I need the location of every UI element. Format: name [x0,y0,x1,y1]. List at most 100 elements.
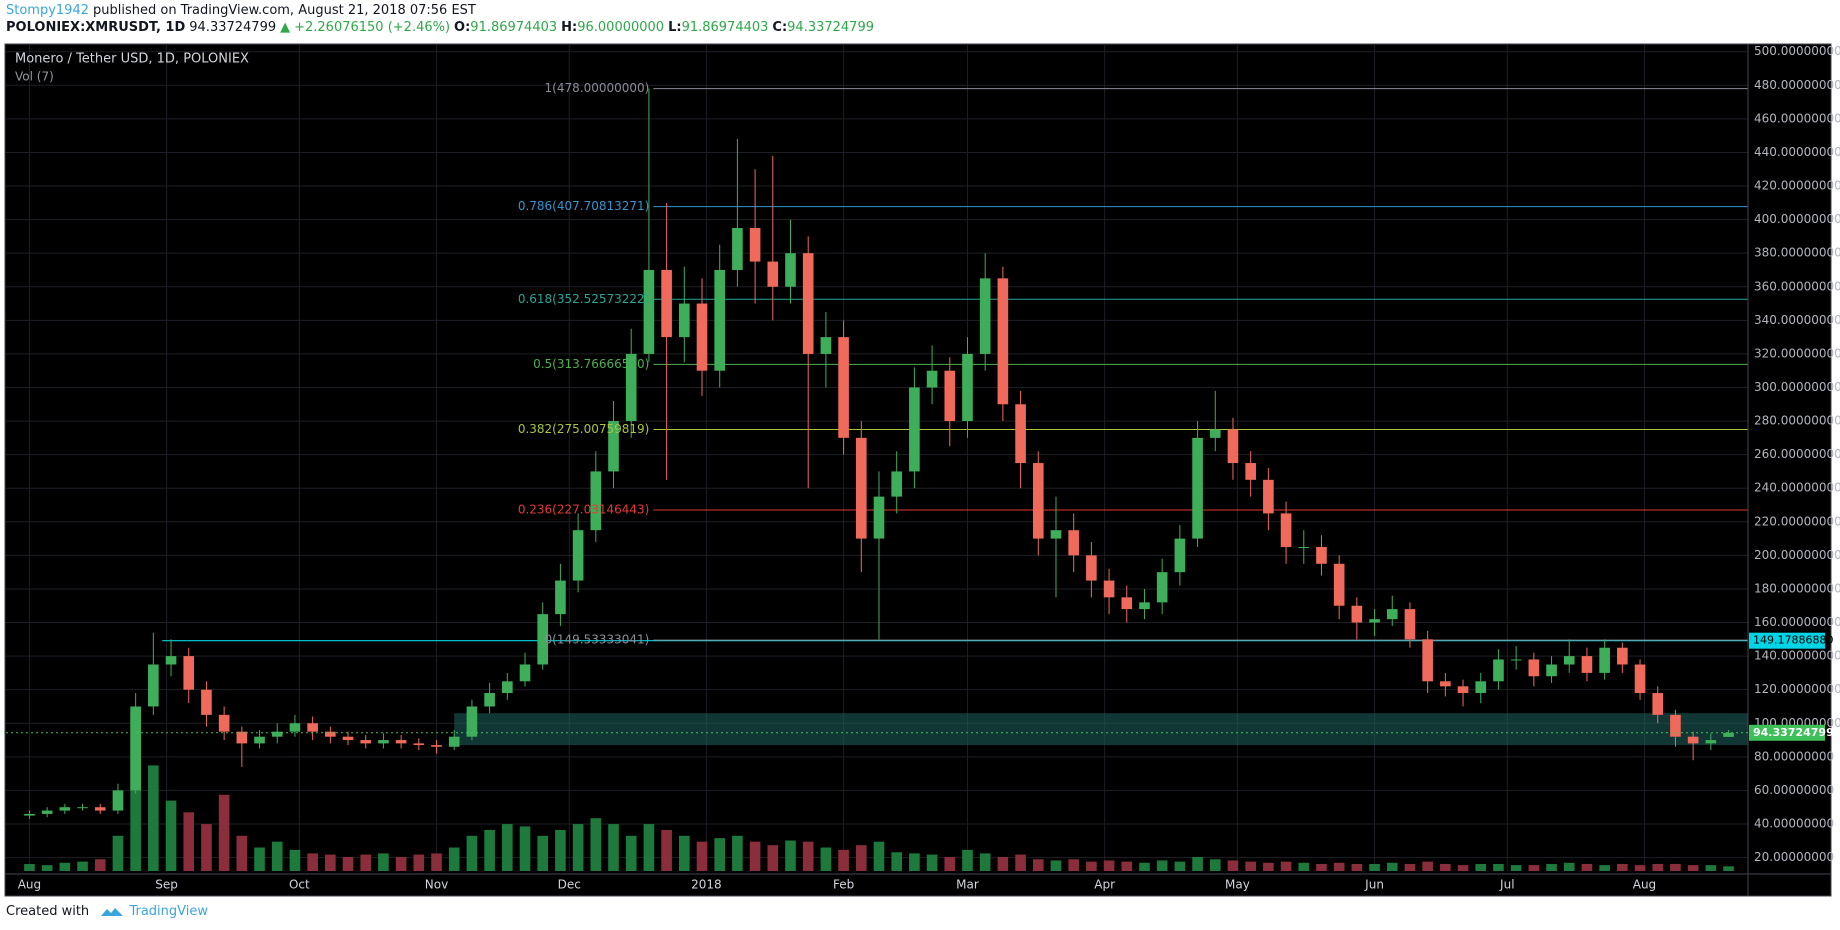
candle-body [820,337,832,354]
candle-body [130,706,141,791]
volume-bar [236,835,248,871]
volume-bar [855,845,867,871]
candle-body [1032,463,1044,539]
candle-body [1351,605,1363,623]
chart: Monero / Tether USD, 1D, POLONIEX Vol (7… [4,43,1840,897]
candle-body [1263,479,1274,514]
volume-bar [1209,859,1221,871]
y-tick-label: 240.00000000 [1754,481,1840,495]
candle-body [236,731,248,744]
y-tick-label: 320.00000000 [1754,346,1840,360]
footer: Created with TradingView [6,904,208,919]
candle-body [608,421,619,472]
candle-body [24,813,35,816]
volume-bar [183,812,195,871]
x-tick-label: Apr [1094,878,1115,892]
candle-body [1156,572,1168,603]
volume-bar [979,853,991,871]
volume-bar [431,853,442,871]
candle-body [1634,664,1646,694]
volume-bar [555,829,566,871]
candle-body [909,387,920,472]
c: 94.33724799 [787,20,874,35]
volume-bar [1298,862,1310,871]
brand[interactable]: TradingView [129,904,208,919]
y-tick-label: 380.00000000 [1754,246,1840,260]
y-tick-label: 500.00000000 [1754,44,1840,58]
candle-body [1227,429,1239,464]
candle-body [378,740,389,744]
volume-bar [1050,860,1062,871]
candle-body [1192,437,1203,539]
author[interactable]: Stompy1942 [6,3,89,18]
x-tick-label: Jul [1499,878,1514,892]
volume-bar [1617,863,1628,871]
volume-bar [1634,865,1646,871]
volume-bar [1333,862,1345,871]
y-tick-label: 160.00000000 [1754,615,1840,629]
candle-body [1404,609,1416,640]
volume-bar [1227,860,1239,871]
y-tick-label: 40.00000000 [1754,816,1834,830]
candle-body [1015,404,1026,464]
volume-bar [41,865,53,871]
l: 91.86974403 [681,20,769,35]
y-tick-label: 460.00000000 [1754,111,1840,125]
candle-body [962,353,973,422]
candle-body [1457,686,1469,694]
candle-body [1563,656,1575,665]
volume-bar [1245,861,1256,871]
candle-body [873,496,885,539]
x-tick-label: Jun [1364,878,1384,892]
y-tick-label: 260.00000000 [1754,447,1840,461]
fib-label: 0.5(313.76666520) [533,357,649,371]
candle-body [59,807,71,811]
volume-bar [360,854,372,871]
candle-body [926,370,938,388]
x-tick-label: May [1225,878,1250,892]
volume-bar [413,854,425,871]
candle-body [289,723,301,732]
y-tick-label: 220.00000000 [1754,514,1840,528]
fib-label: 0.618(352.52573222) [518,292,650,306]
candle-body [855,437,867,539]
candle-body [448,736,460,747]
y-tick-label: 480.00000000 [1754,78,1840,92]
candle-body [997,278,1009,405]
h: 96.00000000 [577,20,665,35]
volume-bar [643,824,655,871]
volume-bar [112,835,124,871]
candle-body [1493,659,1504,682]
price-tag [1749,632,1825,649]
volume-bar [148,765,159,871]
candle-body [696,303,708,371]
volume-bar [218,794,230,871]
volume-bar [732,835,743,871]
candle-body [678,303,690,338]
y-tick-label: 140.00000000 [1754,649,1840,663]
candle-body [1103,580,1115,598]
candle-body [254,736,265,744]
y-tick-label: 280.00000000 [1754,414,1840,428]
candle-body [466,706,478,737]
candle-body [785,253,796,287]
candle-body [1705,740,1717,744]
candle-body [484,693,495,707]
o: 91.86974403 [470,20,558,35]
volume-bar [997,856,1009,871]
candle-body [767,261,779,287]
candle-body [413,743,425,746]
candle-body [979,278,991,354]
volume-bar [1121,861,1133,871]
volume-bar [1528,865,1540,871]
volume-bar [1103,860,1115,871]
vol-label: Vol (7) [15,70,54,84]
candle-body [165,656,177,665]
volume-bar [537,835,549,871]
volume-bar [714,838,726,871]
volume-bar [820,847,832,871]
volume-bar [838,849,849,871]
fib-label: 1(478.00000000) [545,81,650,95]
candle-body [1475,681,1487,694]
